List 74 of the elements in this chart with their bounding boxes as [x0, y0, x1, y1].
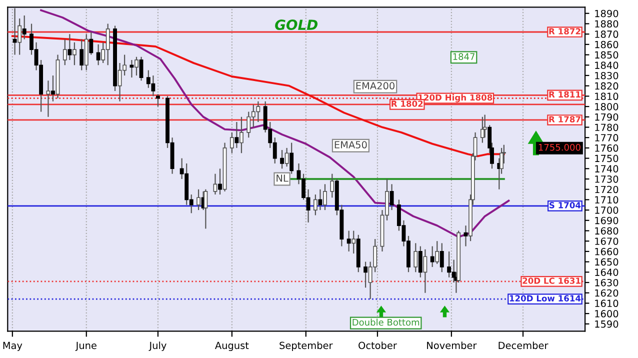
ref-line-label: S 1704	[550, 202, 581, 208]
y-tick-label: 1790	[595, 113, 618, 121]
candlestick	[480, 116, 484, 144]
line-series	[40, 9, 510, 238]
ref-line-label: R 1872	[549, 28, 580, 34]
annotation: EMA200	[356, 82, 394, 90]
x-tick-label: May	[3, 342, 22, 351]
candlestick	[46, 80, 50, 118]
y-tick-label: 1710	[595, 196, 618, 204]
y-tick-label: 1640	[595, 268, 618, 276]
candlestick	[435, 240, 440, 264]
candlestick	[134, 56, 138, 76]
y-tick-label: 1830	[595, 72, 618, 80]
y-tick-label: 1800	[595, 103, 618, 110]
annotation: NL	[276, 174, 288, 182]
ref-line-label: 120D Low 1614	[510, 295, 581, 302]
x-tick-label: June	[75, 342, 96, 351]
candlestick	[240, 116, 244, 154]
y-tick-label: 1750	[595, 154, 618, 162]
y-tick-label: 1700	[595, 206, 618, 214]
annotation: 1755.000	[538, 144, 580, 151]
y-tick-label: 1810	[595, 92, 618, 100]
y-tick-label: 1850	[595, 51, 618, 59]
y-tick-label: 1840	[595, 62, 618, 69]
y-tick-label: 1630	[595, 278, 618, 286]
candlestick	[156, 94, 160, 108]
ref-line-label: R 1787	[549, 116, 580, 122]
y-tick-label: 1770	[595, 134, 618, 142]
y-tick-label: 1680	[595, 227, 618, 235]
candlestick	[62, 38, 67, 66]
ref-line-label: R 1811	[549, 91, 580, 98]
candlestick	[18, 18, 22, 56]
candlestick	[313, 194, 318, 216]
y-tick-label: 1760	[595, 144, 618, 152]
candlestick	[352, 230, 356, 254]
x-tick-label: September	[280, 342, 333, 351]
y-tick-label: 1880	[595, 20, 618, 28]
x-tick-label: August	[214, 342, 249, 351]
candlestick	[330, 173, 334, 198]
candlestick	[414, 242, 418, 273]
x-tick-label: October	[358, 342, 397, 350]
y-tick-label: 1890	[595, 10, 618, 18]
y-tick-label: 1670	[595, 238, 618, 245]
annotation: Double Bottom	[352, 318, 420, 326]
candlestick	[230, 132, 234, 154]
ref-line-label: 20D LC 1631	[522, 278, 580, 284]
y-tick-label: 1720	[595, 186, 618, 194]
candlestick	[423, 248, 428, 294]
y-tick-label: 1590	[595, 320, 618, 328]
candlestick	[284, 147, 289, 168]
candlestick	[323, 184, 327, 211]
text: GOLD	[275, 20, 318, 30]
candlestick	[204, 188, 208, 230]
y-tick-label: 1600	[595, 310, 618, 318]
y-tick-label: 1650	[595, 258, 618, 266]
annotation: EMA50	[334, 141, 367, 148]
y-tick-label: 1740	[595, 165, 618, 172]
y-tick-label: 1780	[595, 124, 618, 132]
y-tick-label: 1860	[595, 40, 618, 48]
x-tick-label: November	[427, 342, 477, 350]
y-tick-label: 1870	[595, 30, 618, 38]
y-tick-label: 1730	[595, 175, 618, 183]
annotation: 1847	[453, 53, 475, 60]
x-tick-label: December	[498, 342, 548, 350]
y-tick-label: 1610	[595, 300, 618, 308]
y-tick-label: 1820	[595, 82, 618, 90]
x-tick-label: July	[148, 342, 166, 351]
candlestick	[196, 188, 200, 211]
y-tick-label: 1620	[595, 289, 618, 297]
candlestick	[213, 173, 218, 196]
y-tick-label: 1690	[595, 216, 618, 224]
y-tick-label: 1660	[595, 248, 618, 256]
ref-line-label: R 1802	[392, 100, 423, 107]
candlestick	[72, 42, 76, 66]
